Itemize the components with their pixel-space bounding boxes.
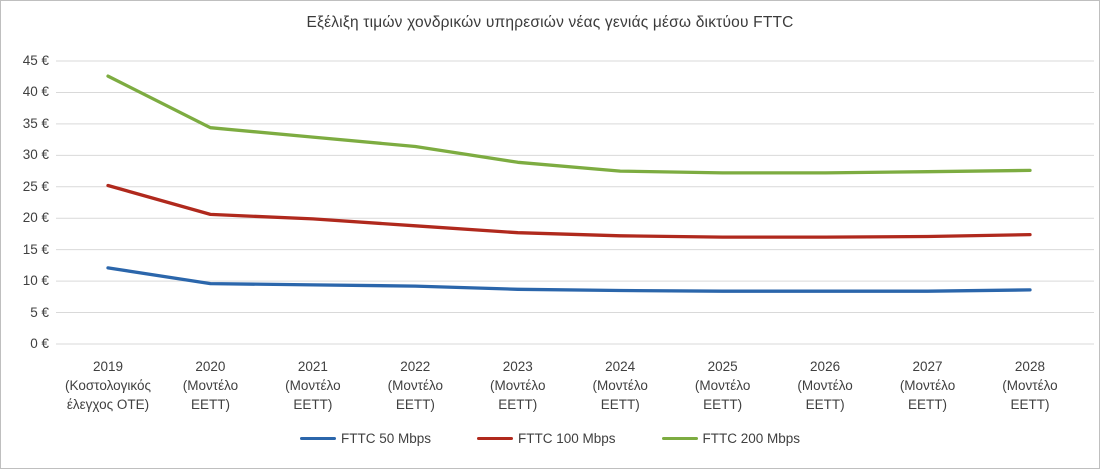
y-tick-label: 45 €: [22, 53, 49, 68]
x-tick-label-2027: 2027 (Μοντέλο ΕΕΤΤ): [899, 359, 956, 412]
y-tick-label: 35 €: [22, 115, 49, 131]
line-fttc-100-mbps: [106, 183, 1032, 239]
x-tick-label-2028: 2028 (Μοντέλο ΕΕΤΤ): [1002, 359, 1058, 412]
x-tick-label-2019: 2019 (Κοστολογικός έλεγχος ΟΤΕ): [65, 359, 151, 412]
legend-line-swatch: [476, 436, 513, 441]
legend-item-fttc-100-mbps: FTTC 100 Mbps: [476, 431, 616, 446]
y-tick-label: 20 €: [22, 210, 49, 226]
line-fttc-200-mbps: [106, 74, 1032, 175]
legend-item-fttc-200-mbps: FTTC 200 Mbps: [661, 431, 801, 446]
y-tick-label: 0 €: [30, 336, 49, 351]
x-tick-label-2021: 2021 (Μοντέλο ΕΕΤΤ): [285, 359, 341, 412]
x-tick-label-2026: 2026 (Μοντέλο ΕΕΤΤ): [797, 359, 853, 412]
legend-label: FTTC 100 Mbps: [517, 431, 616, 446]
y-tick-label: 30 €: [22, 147, 49, 163]
y-tick-label: 10 €: [22, 273, 49, 289]
x-tick-label-2025: 2025 (Μοντέλο ΕΕΤΤ): [694, 359, 751, 412]
legend-line-swatch: [661, 436, 698, 441]
y-tick-label: 5 €: [30, 304, 49, 320]
chart-title: Εξέλιξη τιμών χονδρικών υπηρεσιών νέας γ…: [306, 14, 794, 31]
x-tick-label-2024: 2024 (Μοντέλο ΕΕΤΤ): [592, 359, 648, 412]
line-fttc-50-mbps: [106, 266, 1032, 293]
y-tick-label: 40 €: [22, 84, 49, 100]
legend-line-swatch: [299, 436, 336, 441]
x-tick-label-2020: 2020 (Μοντέλο ΕΕΤΤ): [182, 359, 239, 412]
legend-label: FTTC 200 Mbps: [702, 431, 801, 446]
legend-label: FTTC 50 Mbps: [340, 431, 431, 446]
y-tick-label: 15 €: [22, 241, 49, 257]
x-tick-label-2023: 2023 (Μοντέλο ΕΕΤΤ): [490, 359, 546, 412]
legend-item-fttc-50-mbps: FTTC 50 Mbps: [299, 431, 431, 446]
legend: FTTC 50 Mbps FTTC 100 Mbps FTTC 200 Mbps: [1, 431, 1099, 446]
x-tick-label-2022: 2022 (Μοντέλο ΕΕΤΤ): [387, 359, 444, 412]
y-tick-label: 25 €: [22, 178, 49, 194]
